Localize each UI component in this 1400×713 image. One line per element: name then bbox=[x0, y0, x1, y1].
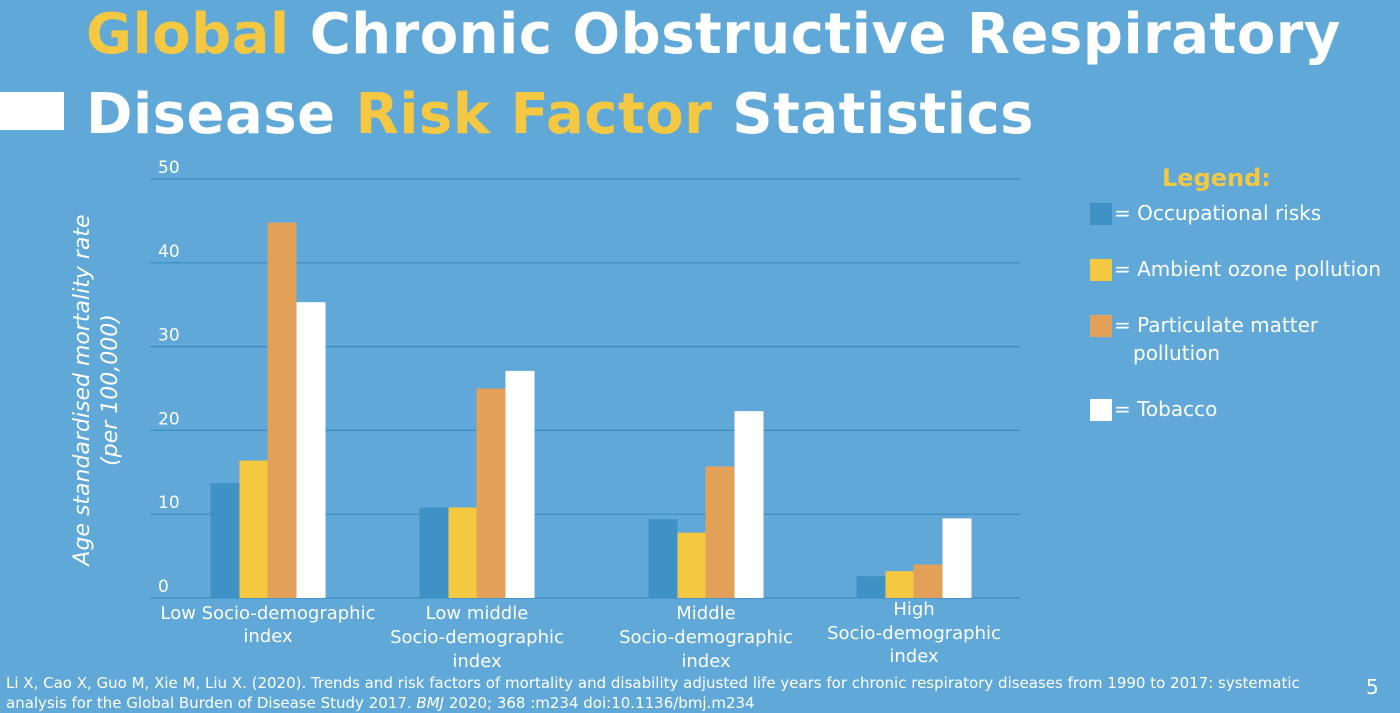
y-tick-label: 40 bbox=[158, 242, 180, 262]
legend-swatch bbox=[1090, 259, 1112, 281]
title-text: Statistics bbox=[712, 82, 1034, 147]
bar-ambient-ozone-pollution-2 bbox=[677, 532, 707, 598]
legend-label: = Particulate matter pollution bbox=[1114, 311, 1318, 367]
bar-occupational-risks-0 bbox=[210, 483, 240, 598]
page-title-line-1: Global Chronic Obstructive Respiratory bbox=[86, 2, 1341, 67]
y-tick-label: 10 bbox=[158, 493, 180, 513]
y-axis-label: Age standardised mortality rate (per 100… bbox=[69, 214, 125, 565]
legend-label-line-1: = Particulate matter bbox=[1114, 313, 1319, 337]
x-tick-label: Middle bbox=[676, 603, 735, 624]
title-accent-bar bbox=[0, 92, 64, 130]
legend-label-line-2: pollution bbox=[1133, 341, 1221, 365]
bar-tobacco-1 bbox=[505, 370, 535, 598]
citation-text-end: 2020; 368 :m234 doi:10.1136/bmj.m234 bbox=[444, 694, 755, 712]
citation-text: Li X, Cao X, Guo M, Xie M, Liu X. (2020)… bbox=[6, 674, 1300, 712]
legend-label: = Ambient ozone pollution bbox=[1114, 257, 1382, 281]
x-tick-label: index bbox=[243, 626, 293, 647]
bar-occupational-risks-2 bbox=[648, 519, 678, 598]
title-text: Chronic Obstructive Respiratory bbox=[289, 2, 1341, 67]
x-tick-label: index bbox=[681, 651, 731, 672]
legend-label: = Occupational risks bbox=[1114, 201, 1322, 225]
bar-ambient-ozone-pollution-1 bbox=[448, 507, 478, 598]
title-text: Disease bbox=[86, 82, 356, 147]
legend-title: Legend: bbox=[1162, 164, 1271, 192]
bar-tobacco-2 bbox=[734, 411, 764, 598]
x-tick-label: High bbox=[893, 599, 934, 620]
bar-particulate-matter-pollution-0 bbox=[267, 222, 297, 599]
x-tick-label: Socio-demographic bbox=[390, 627, 564, 648]
x-tick-label: index bbox=[889, 646, 939, 667]
page-number: 5 bbox=[1366, 675, 1379, 699]
citation: Li X, Cao X, Guo M, Xie M, Liu X. (2020)… bbox=[6, 673, 1336, 713]
legend-swatch bbox=[1090, 399, 1112, 421]
y-tick-label: 50 bbox=[158, 158, 180, 178]
bar-occupational-risks-1 bbox=[419, 507, 449, 598]
x-tick-label: index bbox=[452, 651, 502, 672]
bar-particulate-matter-pollution-1 bbox=[476, 388, 506, 598]
bar-ambient-ozone-pollution-0 bbox=[239, 460, 269, 598]
x-tick-label: Low middle bbox=[426, 603, 529, 624]
y-tick-label: 20 bbox=[158, 409, 180, 429]
y-tick-label: 0 bbox=[158, 577, 169, 597]
x-tick-label: Socio-demographic bbox=[619, 627, 793, 648]
y-axis-label-line-1: Age standardised mortality rate bbox=[70, 214, 95, 566]
citation-journal: BMJ bbox=[416, 694, 445, 712]
legend-swatch bbox=[1090, 315, 1112, 337]
legend-swatch bbox=[1090, 203, 1112, 225]
x-tick-label: Low Socio-demographic bbox=[161, 603, 376, 624]
y-axis-label-line-2: (per 100,000) bbox=[98, 314, 123, 466]
legend-label: = Tobacco bbox=[1114, 397, 1218, 421]
bar-ambient-ozone-pollution-3 bbox=[885, 571, 915, 598]
title-highlight-risk-factor: Risk Factor bbox=[355, 82, 713, 147]
title-highlight-global: Global bbox=[86, 2, 290, 67]
y-tick-label: 30 bbox=[158, 326, 180, 346]
bar-tobacco-3 bbox=[942, 518, 972, 598]
bar-particulate-matter-pollution-3 bbox=[913, 564, 943, 598]
bar-occupational-risks-3 bbox=[856, 576, 886, 598]
x-tick-label: Socio-demographic bbox=[827, 623, 1001, 644]
bar-tobacco-0 bbox=[296, 302, 326, 598]
bar-particulate-matter-pollution-2 bbox=[705, 466, 735, 598]
page-title-line-2: Disease Risk Factor Statistics bbox=[86, 82, 1034, 147]
